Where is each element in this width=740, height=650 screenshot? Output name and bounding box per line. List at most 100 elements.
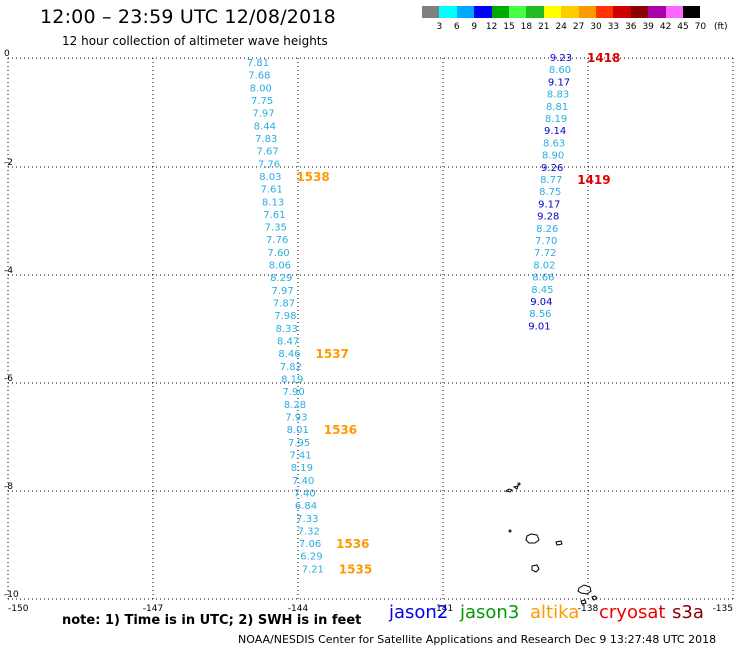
island-shape: [577, 584, 592, 595]
legend-label: 15: [503, 22, 515, 32]
wave-height-value: 7.75: [251, 96, 273, 107]
legend-label: 24: [555, 22, 567, 32]
page-subtitle: 12 hour collection of altimeter wave hei…: [62, 34, 328, 48]
wave-height-value: 6.84: [295, 501, 317, 512]
legend-label: 39: [642, 22, 654, 32]
legend-swatch: [422, 6, 440, 18]
wave-height-value: 8.63: [543, 138, 565, 149]
legend-unit: (ft): [714, 22, 728, 32]
wave-height-value: 8.03: [259, 172, 281, 183]
wave-height-value: 8.75: [539, 187, 561, 198]
satellite-altika: altika: [530, 602, 580, 623]
x-tick-label: -135: [713, 604, 733, 614]
y-tick-label: -10: [4, 590, 19, 600]
pass-time-label: 1537: [316, 347, 349, 361]
wave-height-value: 8.02: [533, 260, 555, 271]
credit-line: NOAA/NESDIS Center for Satellite Applica…: [238, 633, 717, 646]
wave-height-value: 6.29: [300, 552, 322, 563]
legend-label: 70: [694, 22, 707, 32]
island-dot: [508, 529, 512, 533]
altimeter-tracks: 7.817.688.007.757.978.447.837.677.768.03…: [247, 51, 621, 576]
wave-height-value: 9.01: [528, 321, 550, 332]
wave-height-value: 7.87: [273, 299, 295, 310]
wave-height-value: 7.41: [289, 450, 311, 461]
legend-swatch: [648, 6, 666, 18]
wave-height-value: 7.70: [535, 236, 557, 247]
legend-swatch: [543, 6, 562, 18]
wave-height-value: 7.40: [292, 476, 314, 487]
legend-label: 21: [538, 22, 550, 32]
wave-height-value: 9.23: [550, 53, 572, 64]
legend-swatch: [526, 6, 544, 18]
wave-height-value: 8.13: [262, 197, 284, 208]
y-tick-label: 0: [4, 49, 10, 59]
legend-label: 42: [659, 22, 672, 32]
legend-swatch: [578, 6, 596, 18]
legend-label: 12: [485, 22, 498, 32]
legend-label: 33: [607, 22, 620, 32]
x-tick-label: -144: [288, 604, 309, 614]
legend-swatch: [665, 6, 683, 18]
x-tick-label: -150: [8, 604, 29, 614]
footnote: note: 1) Time is in UTC; 2) SWH is in fe…: [62, 613, 362, 628]
wave-height-value: 8.77: [540, 175, 562, 186]
island-shape: [555, 540, 563, 546]
island-dot: [517, 482, 521, 486]
wave-height-value: 7.60: [267, 248, 289, 259]
y-tick-label: -6: [4, 374, 13, 384]
wave-height-value: 7.97: [272, 286, 294, 297]
legend-swatch: [596, 6, 614, 18]
wave-height-value: 8.44: [254, 121, 276, 132]
legend-label: 30: [590, 22, 602, 32]
legend-swatch: [509, 6, 527, 18]
wave-height-value: 7.32: [298, 526, 320, 537]
wave-height-value: 8.81: [546, 102, 568, 113]
wave-height-value: 7.76: [266, 235, 288, 246]
legend-label: 9: [471, 22, 478, 32]
wave-height-value: 7.21: [302, 564, 324, 575]
legend-swatch: [683, 6, 701, 18]
legend-label: 45: [677, 22, 689, 32]
wave-height-value: 7.98: [274, 311, 296, 322]
legend-label: 6: [453, 22, 460, 32]
wave-height-value: 7.82: [280, 362, 302, 373]
island-shape: [531, 564, 540, 573]
wave-height-value: 9.17: [538, 199, 560, 210]
wave-height-value: 8.56: [529, 309, 551, 320]
x-tick-label: -141: [433, 604, 453, 614]
island-shape: [504, 488, 513, 493]
wave-height-value: 8.28: [284, 400, 306, 411]
wave-height-value: 8.19: [291, 463, 313, 474]
wave-height-value: 9.14: [544, 126, 566, 137]
legend-swatch: [561, 6, 579, 18]
legend-label: 18: [520, 22, 533, 32]
island-shape: [512, 485, 519, 490]
lat-lon-grid: -150 -147 -144 -141 -138 -135 0 -2 -4 -6 -8 -10: [4, 49, 734, 614]
wave-height-value: 7.06: [299, 539, 321, 550]
island-shape: [591, 595, 598, 601]
y-tick-label: -2: [4, 158, 13, 168]
pass-time-label: 1535: [339, 562, 372, 576]
satellite-jason2: jason2: [389, 602, 449, 623]
wave-height-value: 8.66: [532, 273, 554, 284]
wave-height-value: 7.76: [258, 159, 280, 170]
y-tick-label: -8: [4, 482, 13, 492]
wave-height-value: 7.35: [265, 223, 287, 234]
legend-swatch: [491, 6, 509, 18]
legend-swatch: [613, 6, 631, 18]
wave-height-value: 8.46: [278, 349, 300, 360]
wave-height-value: 8.26: [536, 224, 558, 235]
wave-height-value: 9.28: [537, 212, 559, 223]
wave-height-value: 7.81: [247, 58, 269, 69]
satellite-jason3: jason3: [460, 602, 520, 623]
wave-height-value: 7.90: [282, 387, 304, 398]
wave-height-value: 8.00: [250, 83, 272, 94]
island-shape: [580, 599, 587, 605]
wave-height-value: 8.19: [281, 375, 303, 386]
wave-height-value: 7.93: [285, 412, 307, 423]
wave-height-value: 7.95: [288, 438, 310, 449]
wave-height-value: 7.61: [261, 185, 283, 196]
wave-height-value: 9.26: [541, 163, 563, 174]
wave-height-value: 7.40: [293, 488, 315, 499]
